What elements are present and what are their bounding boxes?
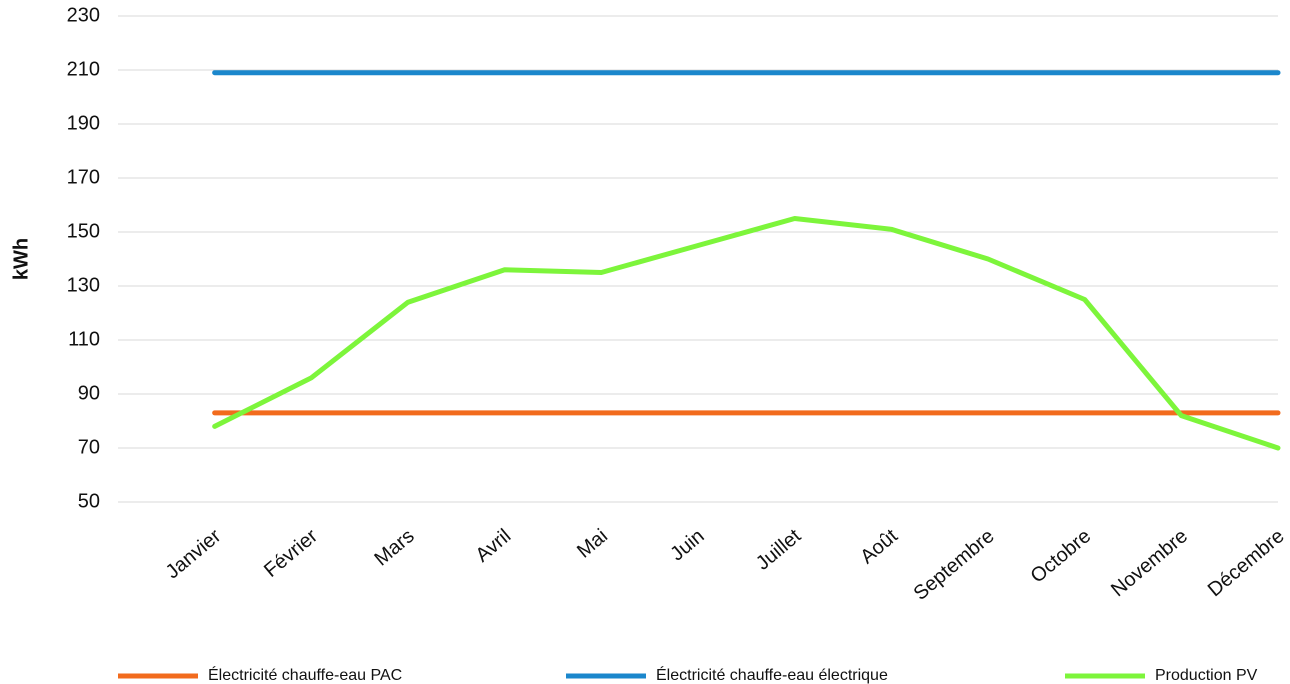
y-tick-label: 230	[67, 4, 100, 26]
y-tick-label: 110	[68, 328, 100, 350]
x-tick-label: Novembre	[1107, 525, 1192, 601]
y-tick-label: 90	[78, 382, 100, 404]
legend-label: Production PV	[1155, 667, 1258, 684]
x-tick-label: Juin	[666, 525, 708, 565]
y-tick-label: 50	[78, 490, 100, 512]
y-axis-label: kWh	[10, 238, 32, 280]
y-tick-label: 190	[67, 112, 100, 134]
y-tick-label: 210	[67, 58, 100, 80]
x-tick-label: Mai	[573, 525, 612, 563]
series-line	[212, 216, 1281, 451]
x-tick-label: Janvier	[162, 525, 226, 584]
y-tick-label: 170	[67, 166, 100, 188]
legend-label: Électricité chauffe-eau électrique	[656, 665, 888, 684]
x-tick-label: Août	[856, 525, 902, 569]
x-tick-label: Février	[260, 525, 322, 582]
legend: Électricité chauffe-eau PAC Électricité c…	[118, 665, 1258, 684]
y-tick-label: 150	[67, 220, 100, 242]
y-tick-label: 70	[78, 436, 100, 458]
x-tick-label: Septembre	[910, 525, 999, 605]
x-tick-label: Avril	[472, 525, 516, 567]
x-tick-label: Mars	[370, 525, 418, 570]
y-tick-label: 130	[67, 274, 100, 296]
x-tick-label: Octobre	[1027, 525, 1096, 588]
x-tick-label: Décembre	[1204, 525, 1289, 601]
x-tick-label: Juillet	[752, 525, 806, 575]
legend-label: Électricité chauffe-eau PAC	[208, 665, 402, 684]
